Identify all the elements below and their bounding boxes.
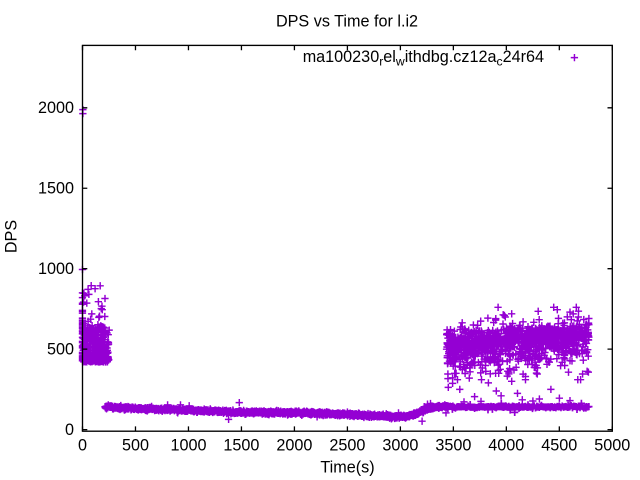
svg-text:0: 0 <box>78 436 87 454</box>
svg-text:500: 500 <box>122 436 149 454</box>
svg-text:0: 0 <box>65 421 74 439</box>
svg-text:500: 500 <box>47 340 74 358</box>
svg-text:5000: 5000 <box>594 436 630 454</box>
svg-text:DPS: DPS <box>2 220 20 253</box>
svg-text:1500: 1500 <box>38 179 74 197</box>
svg-text:ma100230relwithdbg.cz12ac24r64: ma100230relwithdbg.cz12ac24r64 <box>303 48 544 69</box>
svg-text:2000: 2000 <box>38 99 74 117</box>
svg-text:4500: 4500 <box>541 436 577 454</box>
svg-text:1000: 1000 <box>170 436 206 454</box>
svg-text:1500: 1500 <box>223 436 259 454</box>
svg-text:2500: 2500 <box>329 436 365 454</box>
svg-text:3500: 3500 <box>435 436 471 454</box>
svg-text:4000: 4000 <box>488 436 524 454</box>
svg-text:3000: 3000 <box>382 436 418 454</box>
svg-text:2000: 2000 <box>276 436 312 454</box>
svg-text:Time(s): Time(s) <box>320 459 374 477</box>
svg-text:1000: 1000 <box>38 260 74 278</box>
svg-text:DPS vs Time for l.i2: DPS vs Time for l.i2 <box>276 13 418 31</box>
